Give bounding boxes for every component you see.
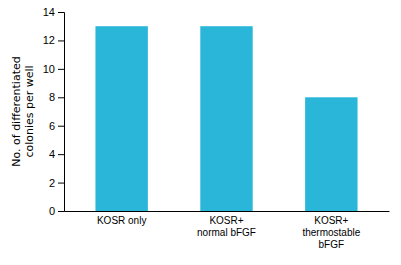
y-tick: 4 bbox=[49, 148, 64, 160]
bar bbox=[305, 97, 357, 211]
y-tick-label: 0 bbox=[49, 205, 55, 217]
x-axis-line bbox=[65, 211, 390, 212]
y-tick: 10 bbox=[43, 63, 64, 75]
x-tick: KOSR only bbox=[97, 215, 146, 226]
plot: 02468101214KOSR onlyKOSR+normal bFGFKOSR… bbox=[43, 6, 390, 250]
y-tick-mark bbox=[58, 12, 64, 13]
y-tick-label: 10 bbox=[43, 63, 55, 75]
y-tick-label: 4 bbox=[49, 148, 55, 160]
y-axis-title: No. of differentiatedcolonies per well bbox=[10, 56, 36, 166]
bar bbox=[200, 26, 252, 211]
y-tick-mark bbox=[58, 40, 64, 41]
y-tick: 6 bbox=[49, 120, 64, 132]
y-tick-label: 8 bbox=[49, 91, 55, 103]
y-tick-mark bbox=[58, 97, 64, 98]
x-tick: KOSR+thermostablebFGF bbox=[302, 215, 360, 250]
y-tick-label: 2 bbox=[49, 177, 55, 189]
bar bbox=[95, 26, 147, 211]
y-tick-label: 12 bbox=[43, 34, 55, 46]
y-tick: 0 bbox=[49, 205, 64, 217]
y-tick-mark bbox=[58, 69, 64, 70]
y-tick: 2 bbox=[49, 177, 64, 189]
y-tick-mark bbox=[58, 183, 64, 184]
y-tick-mark bbox=[58, 126, 64, 127]
x-tick-label: KOSR+thermostablebFGF bbox=[302, 215, 360, 250]
y-tick-mark bbox=[58, 211, 64, 212]
x-tick-label: KOSR+normal bFGF bbox=[197, 215, 256, 238]
x-tick-label: KOSR only bbox=[97, 215, 146, 226]
y-tick-mark bbox=[58, 154, 64, 155]
x-tick: KOSR+normal bFGF bbox=[197, 215, 256, 238]
bars bbox=[95, 26, 357, 211]
y-tick: 8 bbox=[49, 91, 64, 103]
y-tick-label: 6 bbox=[49, 120, 55, 132]
chart: 02468101214KOSR onlyKOSR+normal bFGFKOSR… bbox=[0, 0, 401, 265]
y-axis: 0 2 4 6 8 10 12 14 bbox=[43, 6, 65, 217]
y-tick: 14 bbox=[43, 6, 64, 18]
x-axis: KOSR only KOSR+normal bFGF KOSR+thermostab… bbox=[65, 212, 390, 251]
y-tick: 12 bbox=[43, 34, 64, 46]
y-tick-label: 14 bbox=[43, 6, 55, 18]
y-axis-line bbox=[58, 13, 65, 212]
